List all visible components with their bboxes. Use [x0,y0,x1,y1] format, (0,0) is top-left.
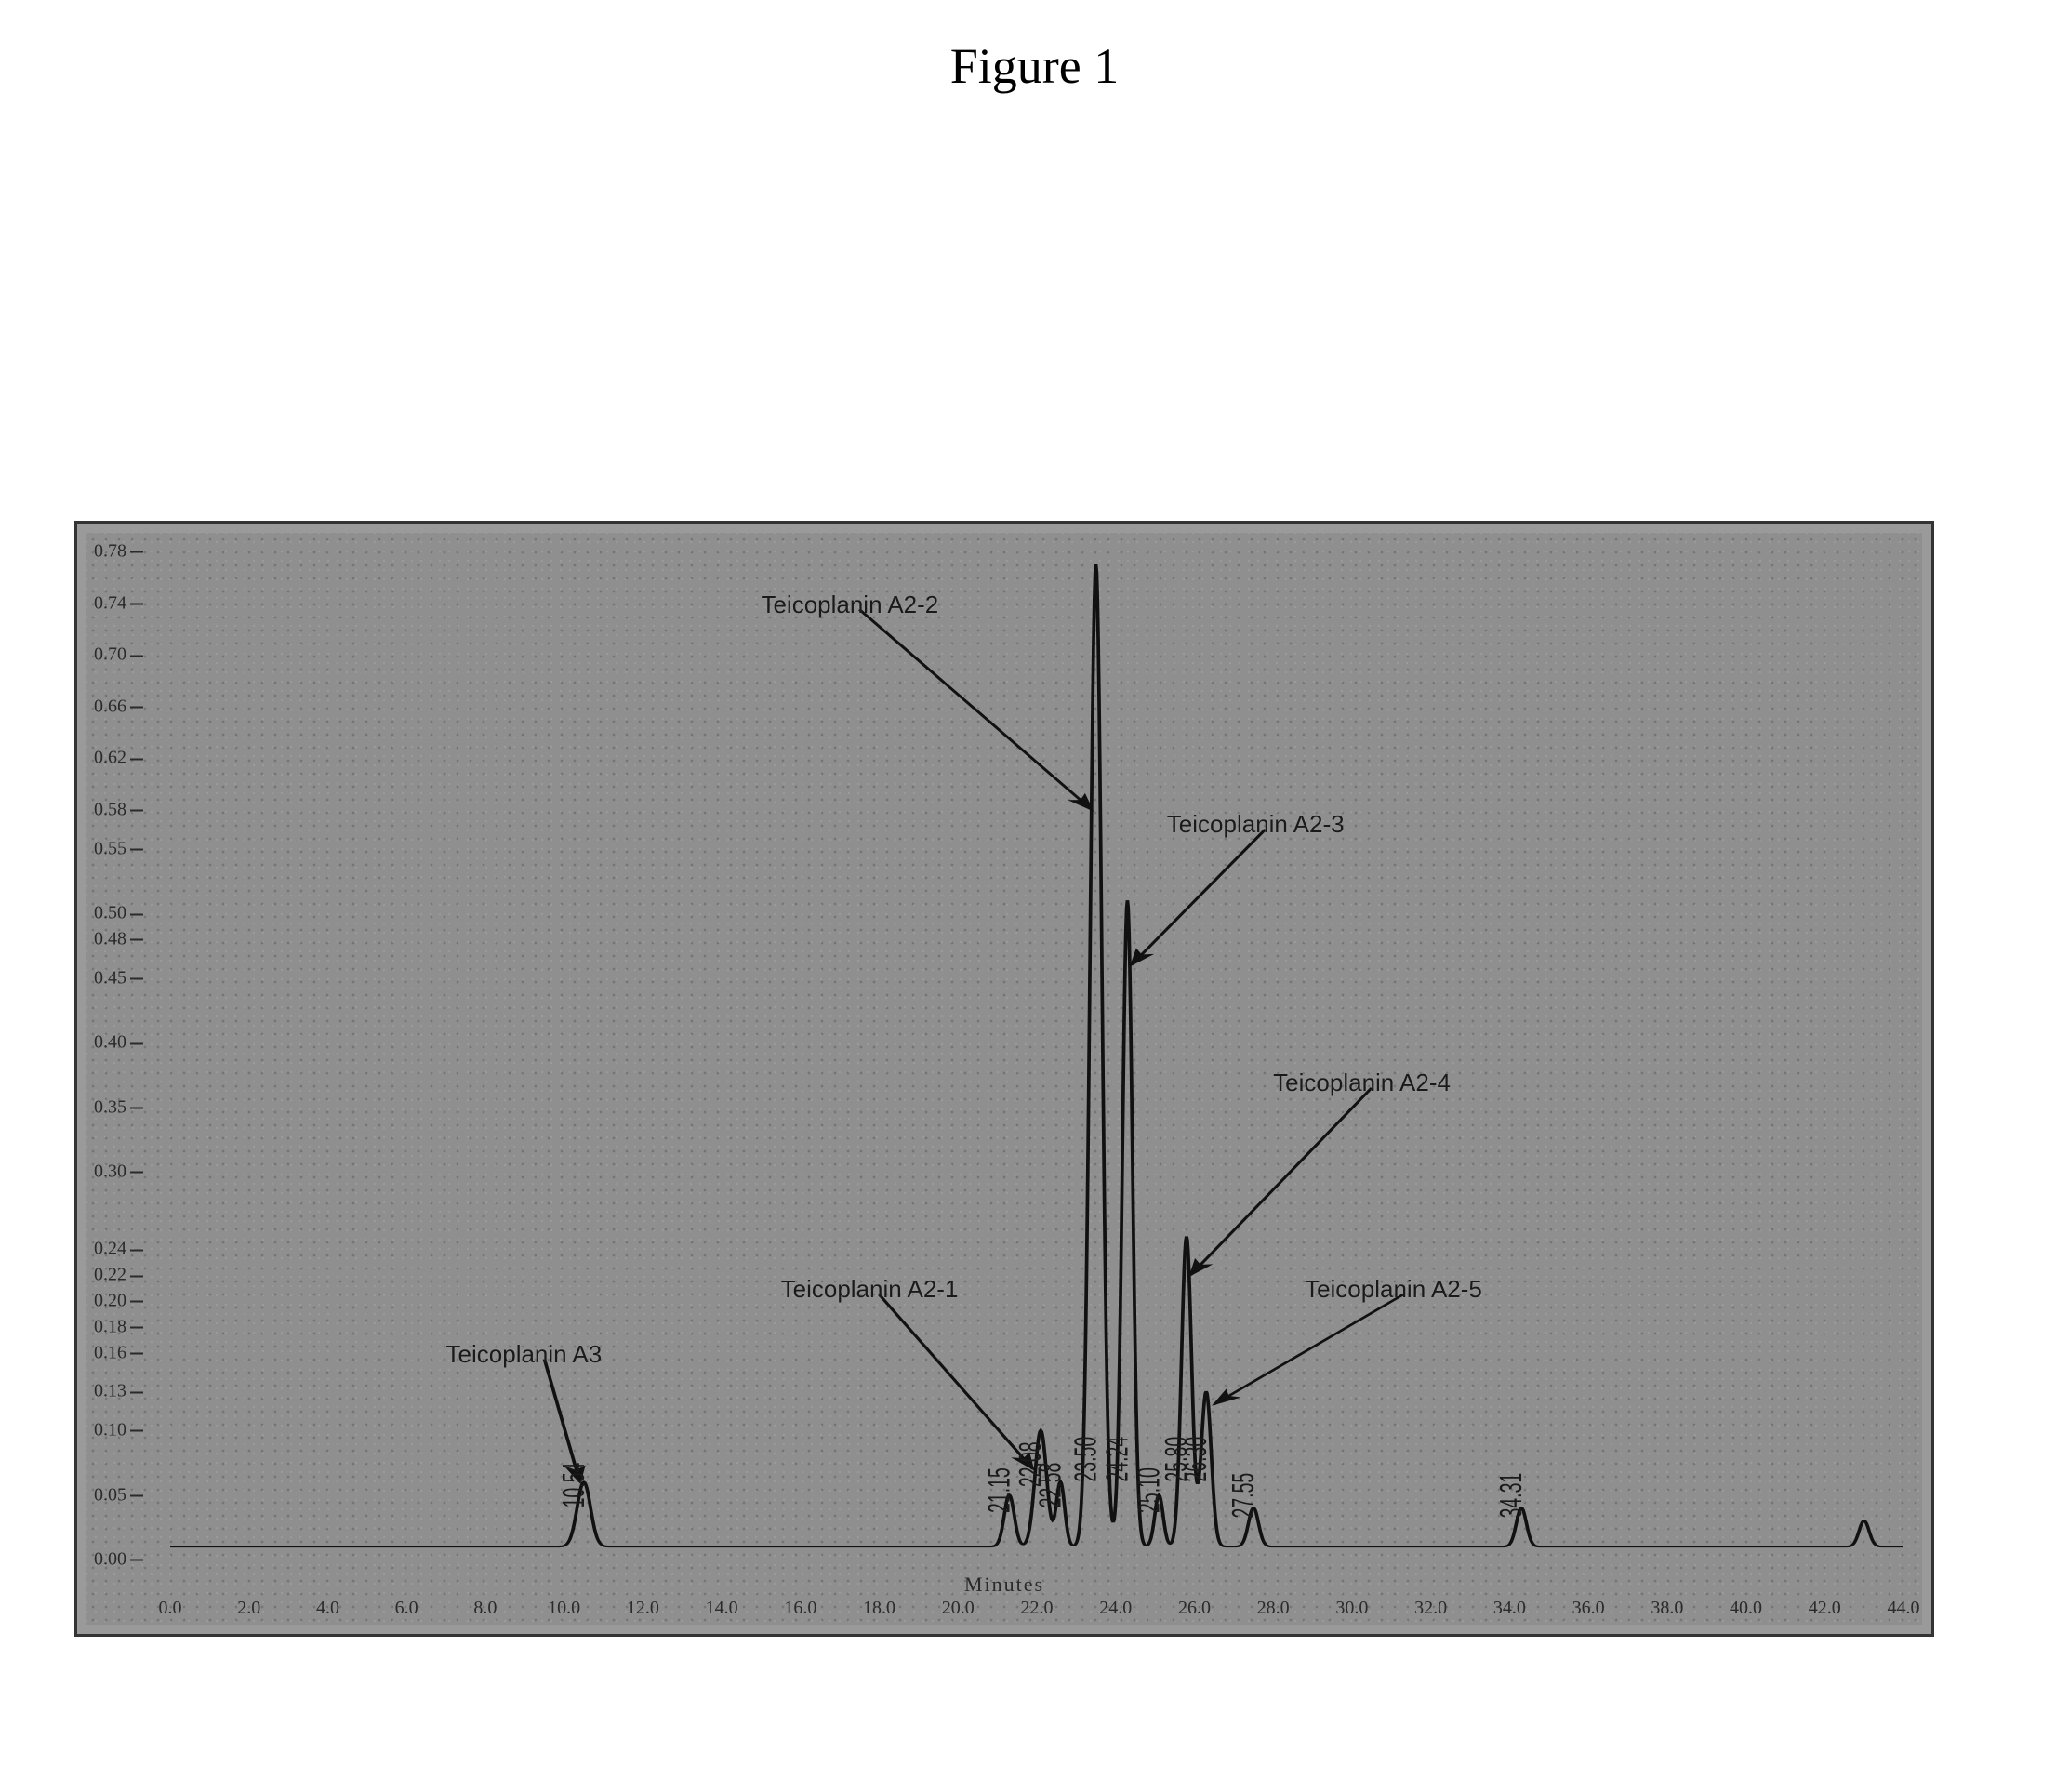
annotation-a2_1: Teicoplanin A2-1 [781,1275,959,1304]
chart-frame: 10.5421.1522.0822.5823.5024.2425.1025.80… [74,521,1934,1637]
y-tick: 0.62 [94,748,143,769]
y-tick: 0.55 [94,838,143,859]
x-tick: 0.0 [159,1598,182,1619]
y-tick: 0.00 [94,1549,143,1571]
x-tick: 44.0 [1888,1598,1920,1619]
chromatogram-trace [170,551,1903,1560]
x-tick: 38.0 [1651,1598,1683,1619]
x-tick: 8.0 [473,1598,497,1619]
y-tick: 0.30 [94,1161,143,1183]
x-tick: 32.0 [1414,1598,1447,1619]
x-tick: 4.0 [316,1598,339,1619]
x-axis-label: Minutes [964,1573,1044,1597]
y-tick: 0.50 [94,903,143,924]
x-tick: 16.0 [784,1598,816,1619]
x-tick: 10.0 [548,1598,580,1619]
x-tick: 6.0 [395,1598,418,1619]
x-tick: 40.0 [1730,1598,1762,1619]
y-tick: 0.16 [94,1342,143,1363]
y-tick: 0.74 [94,592,143,614]
y-tick: 0.40 [94,1032,143,1054]
y-tick: 0.24 [94,1239,143,1260]
x-tick: 2.0 [237,1598,260,1619]
figure-title: Figure 1 [0,37,2069,95]
y-tick: 0.35 [94,1096,143,1118]
y-tick: 0.13 [94,1381,143,1402]
annotation-a2_2: Teicoplanin A2-2 [761,591,938,619]
x-tick: 34.0 [1493,1598,1526,1619]
x-tick: 30.0 [1335,1598,1368,1619]
y-tick: 0.58 [94,799,143,820]
y-tick: 0.78 [94,541,143,563]
x-tick: 22.0 [1021,1598,1054,1619]
plot-area: 10.5421.1522.0822.5823.5024.2425.1025.80… [170,551,1903,1560]
x-tick: 12.0 [627,1598,659,1619]
y-tick: 0.66 [94,696,143,717]
y-tick: 0.20 [94,1291,143,1312]
chart-plot-background: 10.5421.1522.0822.5823.5024.2425.1025.80… [86,533,1922,1625]
annotation-a2_5: Teicoplanin A2-5 [1305,1275,1482,1304]
annotation-a2_4: Teicoplanin A2-4 [1273,1069,1451,1097]
y-tick: 0.70 [94,644,143,666]
x-tick: 24.0 [1099,1598,1132,1619]
x-tick: 28.0 [1257,1598,1290,1619]
x-tick: 18.0 [863,1598,895,1619]
annotation-a2_3: Teicoplanin A2-3 [1167,810,1345,839]
x-tick: 14.0 [706,1598,738,1619]
x-tick: 26.0 [1178,1598,1211,1619]
y-tick: 0.48 [94,928,143,949]
x-tick: 36.0 [1572,1598,1605,1619]
x-tick: 20.0 [942,1598,975,1619]
page: Figure 1 10.5421.1522.0822.5823.5024.242… [0,0,2069,1792]
y-tick: 0.10 [94,1420,143,1441]
y-tick: 0.22 [94,1265,143,1286]
x-tick: 42.0 [1809,1598,1841,1619]
annotation-a3: Teicoplanin A3 [446,1340,603,1369]
y-tick: 0.45 [94,967,143,989]
y-tick: 0.05 [94,1484,143,1506]
y-tick: 0.18 [94,1316,143,1337]
